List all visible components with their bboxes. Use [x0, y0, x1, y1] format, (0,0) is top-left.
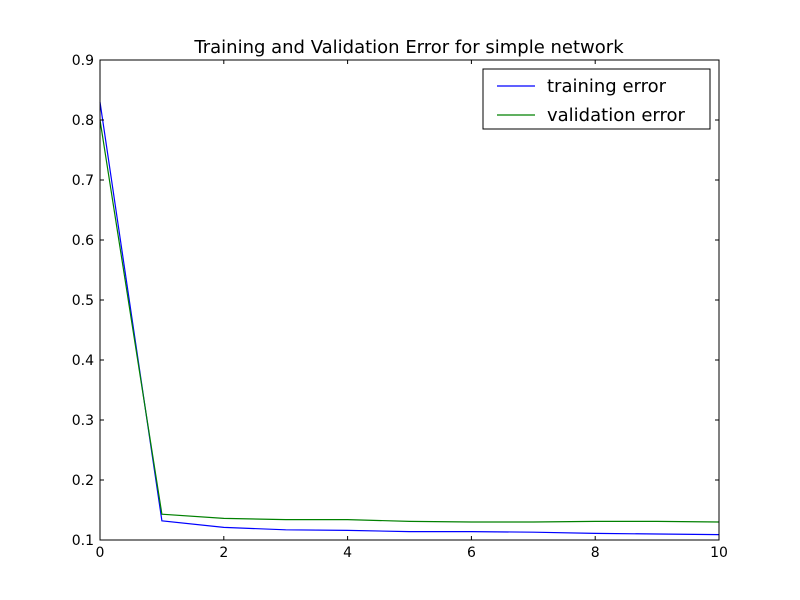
- legend: training error validation error: [482, 68, 711, 130]
- x-tick-label: 4: [343, 545, 352, 561]
- y-tick-label: 0.3: [72, 413, 94, 429]
- x-tick-label: 0: [96, 545, 105, 561]
- y-tick-label: 0.5: [72, 293, 94, 309]
- y-tick-label: 0.6: [72, 233, 94, 249]
- x-tick-label: 8: [591, 545, 600, 561]
- chart-title: Training and Validation Error for simple…: [193, 37, 624, 58]
- legend-label: validation error: [547, 105, 686, 126]
- y-tick-label: 0.1: [72, 533, 94, 549]
- series-line-training-error: [99, 101, 720, 536]
- series-layer: [99, 101, 720, 536]
- plot-frame: [99, 59, 720, 541]
- series-line-validation-error: [99, 119, 720, 523]
- y-tick-label: 0.4: [72, 353, 94, 369]
- legend-label: training error: [547, 76, 667, 97]
- y-tick-label: 0.8: [72, 113, 94, 129]
- tick-layer: 0 2 4 6 8 10 0.1 0.2 0.3 0.4 0.5 0.6 0.7 0.8 0.9: [72, 53, 728, 561]
- x-tick-label: 2: [219, 545, 228, 561]
- y-tick-label: 0.9: [72, 53, 94, 69]
- x-tick-label: 6: [467, 545, 476, 561]
- y-tick-label: 0.2: [72, 473, 94, 489]
- y-tick-label: 0.7: [72, 173, 94, 189]
- x-tick-label: 10: [710, 545, 728, 561]
- legend-box: [482, 68, 711, 130]
